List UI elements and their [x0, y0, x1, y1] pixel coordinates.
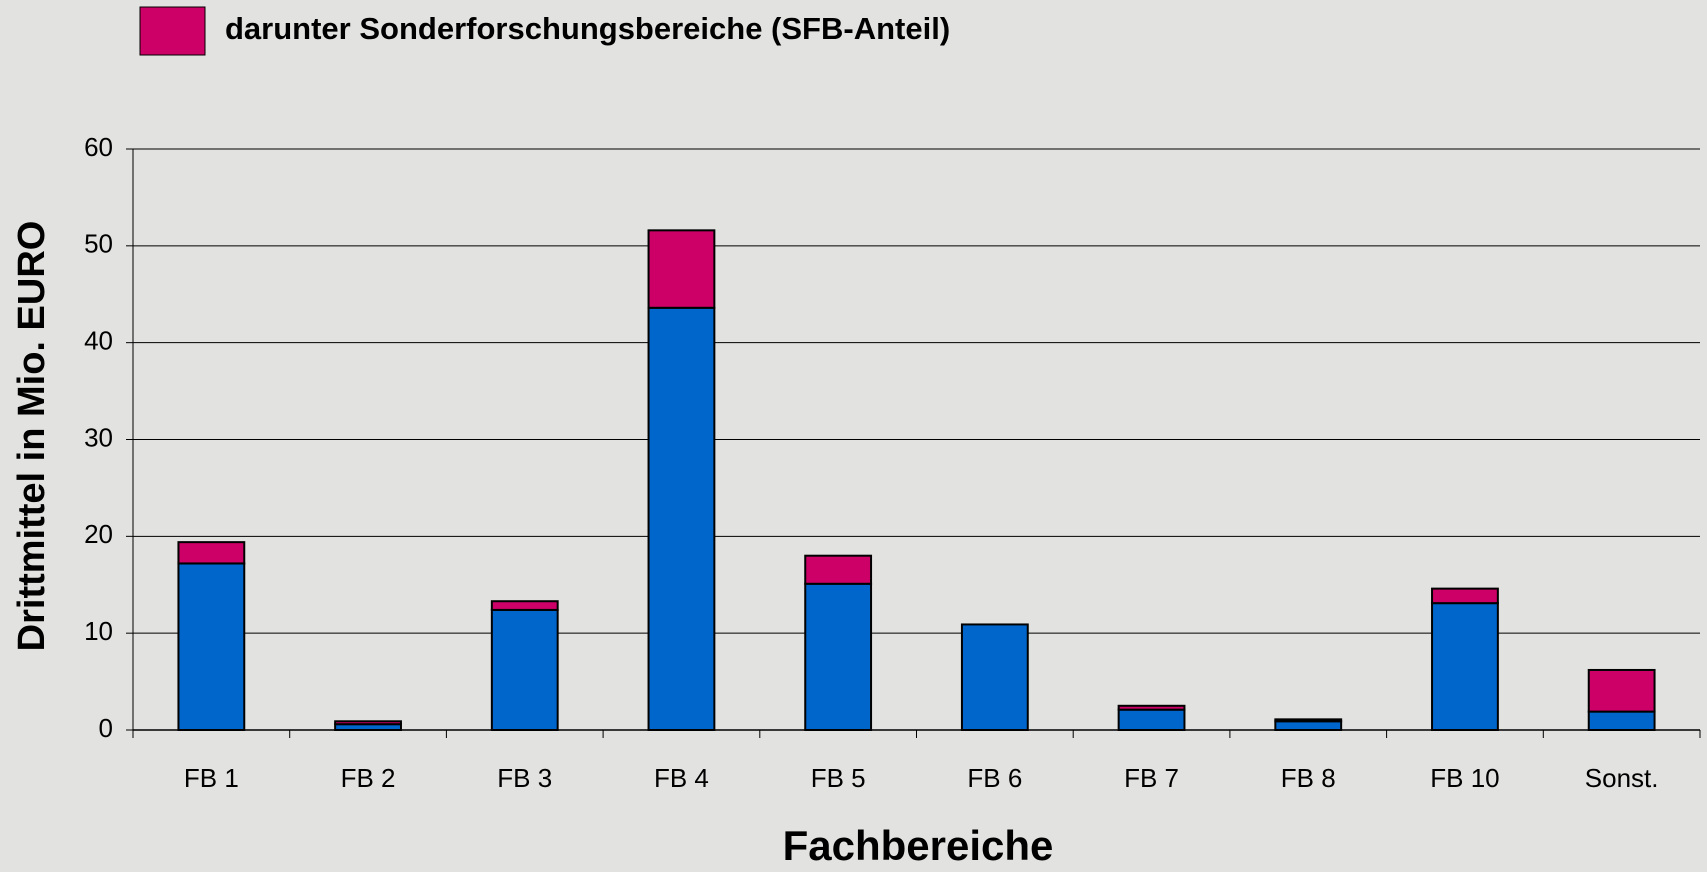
bar-segment — [335, 721, 401, 724]
bar-segment — [962, 624, 1028, 730]
bar-segment — [492, 610, 558, 730]
x-tick-label: FB 8 — [1281, 763, 1336, 793]
y-tick-label: 60 — [84, 132, 113, 162]
bar-segment — [805, 556, 871, 584]
bar-segment — [1432, 589, 1498, 604]
bar-segment — [492, 601, 558, 610]
bar-segment — [649, 230, 715, 307]
y-tick-label: 50 — [84, 229, 113, 259]
chart: Fachbereiche Drittmittel in Mio. EURO 0 1… — [0, 0, 1707, 872]
y-tick-label: 40 — [84, 326, 113, 356]
y-tick-label: 20 — [84, 519, 113, 549]
background — [0, 0, 1707, 872]
bar-segment — [1119, 710, 1185, 730]
x-tick-label: FB 1 — [184, 763, 239, 793]
bar-segment — [178, 563, 244, 730]
x-tick-label: FB 2 — [341, 763, 396, 793]
bar-segment — [178, 542, 244, 563]
bar-segment — [805, 584, 871, 730]
bar-segment — [1432, 603, 1498, 730]
bar-segment — [1589, 670, 1655, 712]
bar-segment — [649, 308, 715, 730]
x-tick-label: FB 4 — [654, 763, 709, 793]
x-tick-label: FB 5 — [811, 763, 866, 793]
legend-label: darunter Sonderforschungsbereiche (SFB-A… — [225, 11, 950, 46]
x-tick-label: FB 6 — [967, 763, 1022, 793]
bar-segment — [1275, 721, 1341, 730]
x-axis-title: Fachbereiche — [783, 822, 1054, 869]
bar-segment — [1589, 712, 1655, 730]
y-axis-title: Drittmittel in Mio. EURO — [11, 221, 53, 652]
bar-segment — [1119, 706, 1185, 710]
x-tick-label: FB 3 — [497, 763, 552, 793]
x-tick-label: Sonst. — [1585, 763, 1659, 793]
y-tick-label: 0 — [99, 713, 113, 743]
x-tick-label: FB 10 — [1430, 763, 1499, 793]
y-tick-label: 10 — [84, 616, 113, 646]
y-tick-label: 30 — [84, 422, 113, 452]
bar-segment — [1275, 719, 1341, 721]
x-tick-label: FB 7 — [1124, 763, 1179, 793]
legend-swatch — [140, 7, 205, 55]
